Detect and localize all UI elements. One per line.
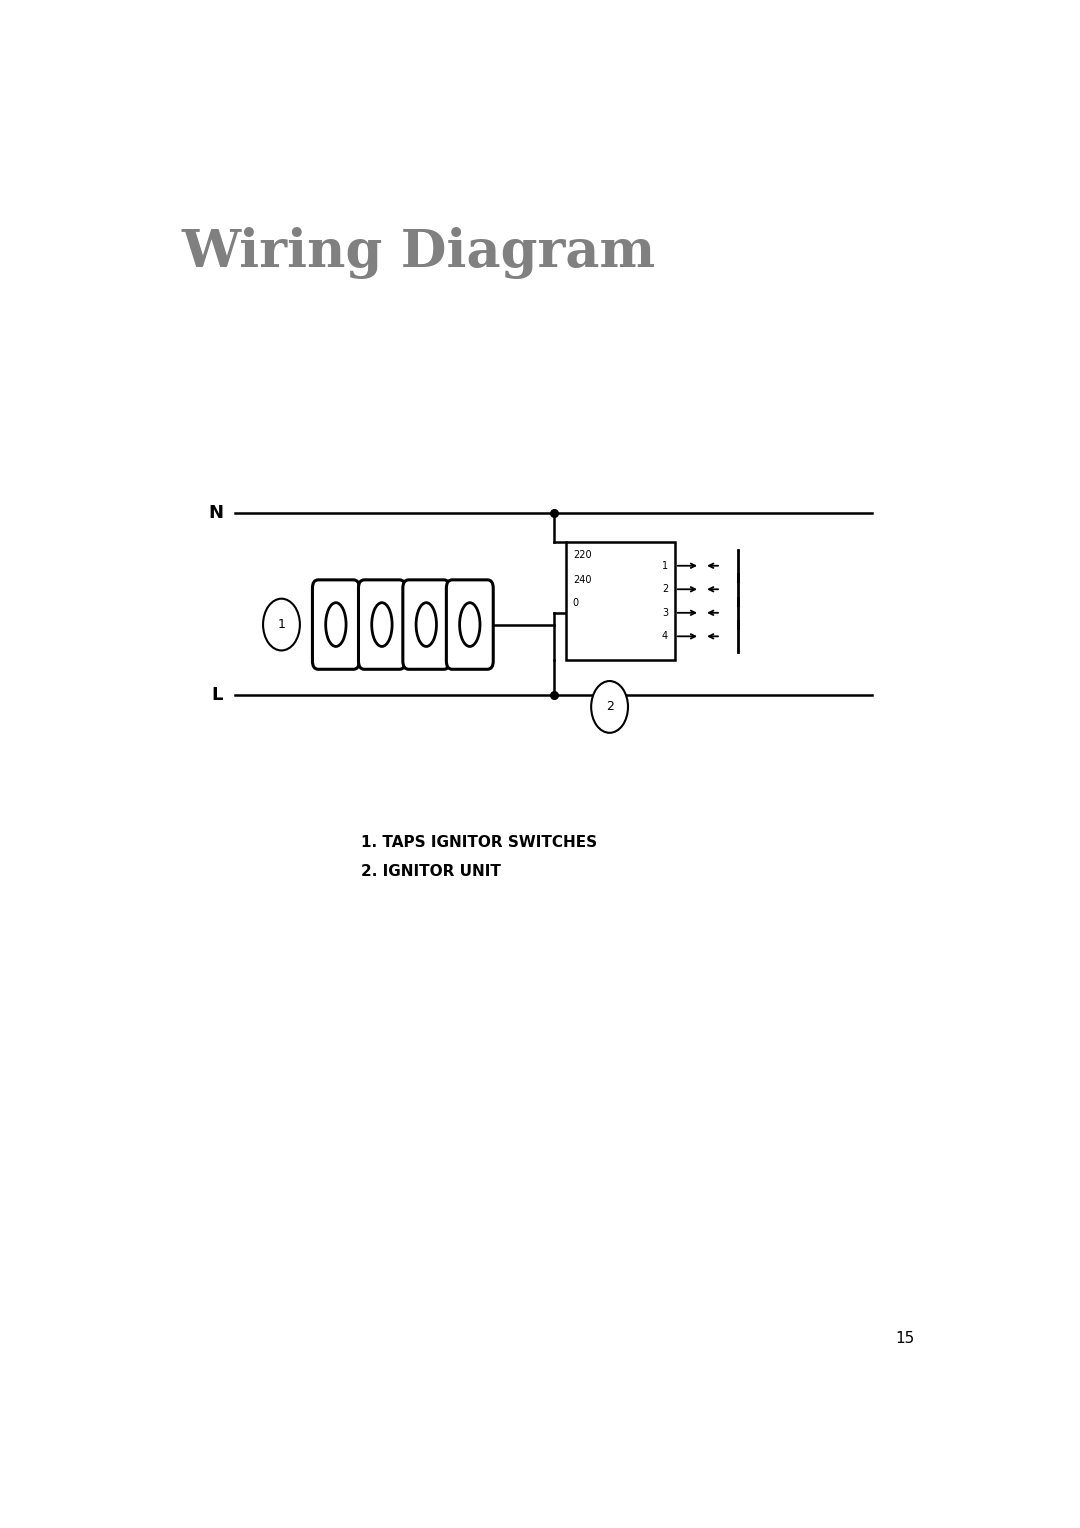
Text: 2. IGNITOR UNIT: 2. IGNITOR UNIT [361,865,501,879]
Ellipse shape [372,602,392,646]
Text: 2: 2 [662,584,669,594]
Text: 2: 2 [606,700,613,714]
Text: 4: 4 [662,631,669,642]
Text: 1: 1 [278,617,285,631]
Text: 220: 220 [572,550,592,559]
Text: 3: 3 [662,608,669,617]
FancyBboxPatch shape [403,579,449,669]
Text: 1. TAPS IGNITOR SWITCHES: 1. TAPS IGNITOR SWITCHES [361,834,597,850]
Text: L: L [212,686,222,704]
Text: Wiring Diagram: Wiring Diagram [181,226,656,280]
Text: 0: 0 [572,597,579,608]
Text: 240: 240 [572,575,591,585]
Bar [566,542,675,660]
Text: 1: 1 [662,561,669,571]
FancyBboxPatch shape [359,579,405,669]
Ellipse shape [326,602,346,646]
FancyBboxPatch shape [312,579,360,669]
Circle shape [591,681,627,733]
Circle shape [264,599,300,651]
Text: N: N [207,504,222,521]
FancyBboxPatch shape [446,579,494,669]
Ellipse shape [460,602,480,646]
Ellipse shape [416,602,436,646]
Text: 15: 15 [895,1331,915,1346]
